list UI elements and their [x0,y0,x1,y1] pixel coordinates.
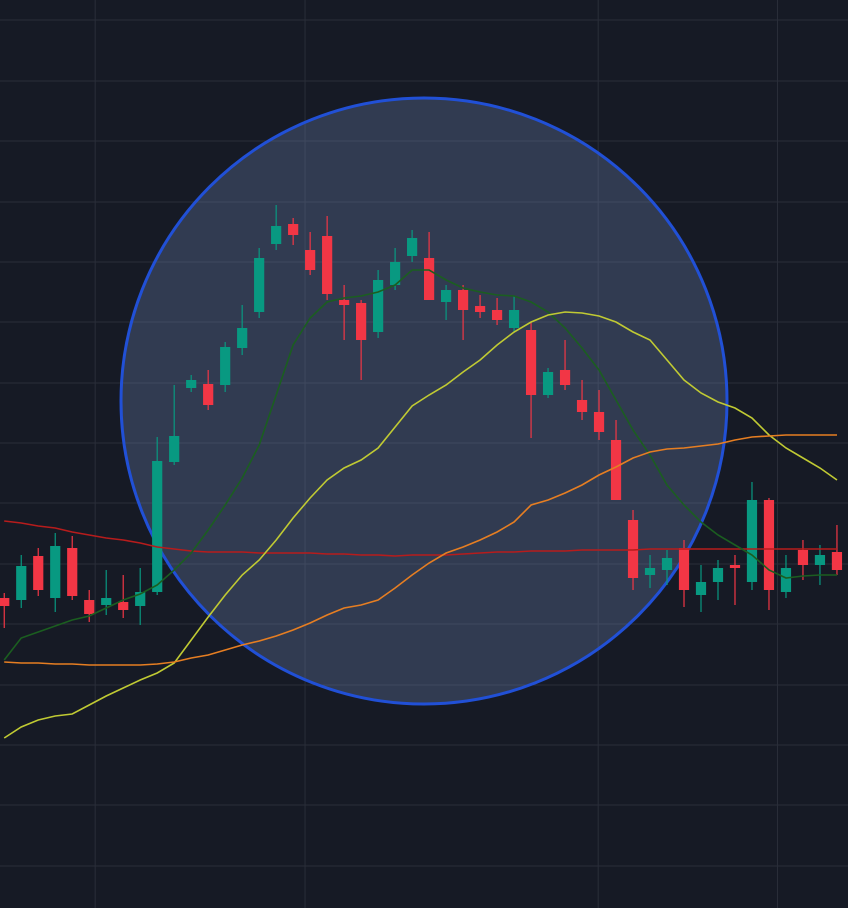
candle-body [542,372,554,395]
candle-body [271,226,282,244]
candle-body [491,310,503,320]
candle-body [763,500,775,590]
candle-body [576,400,588,412]
candle-body [729,565,741,568]
candle-body [152,461,163,592]
moving-average-line [3,311,838,739]
candle-body [746,500,758,582]
candle-body [661,558,673,570]
candle-body [339,300,350,305]
candle-body [474,306,486,312]
candle-body [457,290,469,310]
candle-body [797,550,809,565]
candle-body [831,552,843,570]
candle-body [627,520,639,578]
candle-body [440,290,452,302]
candle-body [84,600,95,614]
candle-body [288,224,299,235]
candle-body [169,436,180,462]
candle-body [33,556,44,590]
moving-average-line [3,269,837,661]
candle-body [50,546,61,598]
candle-body [407,238,418,256]
moving-average-line [4,434,837,666]
candle-body [814,555,826,565]
candle-body [305,250,316,270]
candle-body [254,258,265,312]
candle-body [678,548,690,590]
candle-body [16,566,27,600]
candle-body [0,598,10,606]
candle-body [610,440,622,500]
candle-body [644,568,656,575]
candle-body [712,568,724,582]
candle-body [237,328,248,348]
candle-body [373,280,384,332]
moving-average-line [4,520,837,557]
candle-body [508,310,520,328]
candle-body [390,262,401,285]
candle-body [101,598,112,605]
candles [0,205,843,628]
candle-body [220,347,231,385]
candle-body [780,568,792,592]
candle-body [559,370,571,385]
candle-body [67,548,78,596]
candle-body [525,330,537,395]
candle-body [424,258,435,300]
candle-body [356,303,367,340]
candle-body [695,582,707,595]
moving-averages [3,269,838,739]
candle-body [593,412,605,432]
candle-body [203,384,214,405]
candle-body [118,602,129,610]
candle-body [186,380,197,388]
candle-body [322,236,333,294]
candle-body [135,592,146,606]
